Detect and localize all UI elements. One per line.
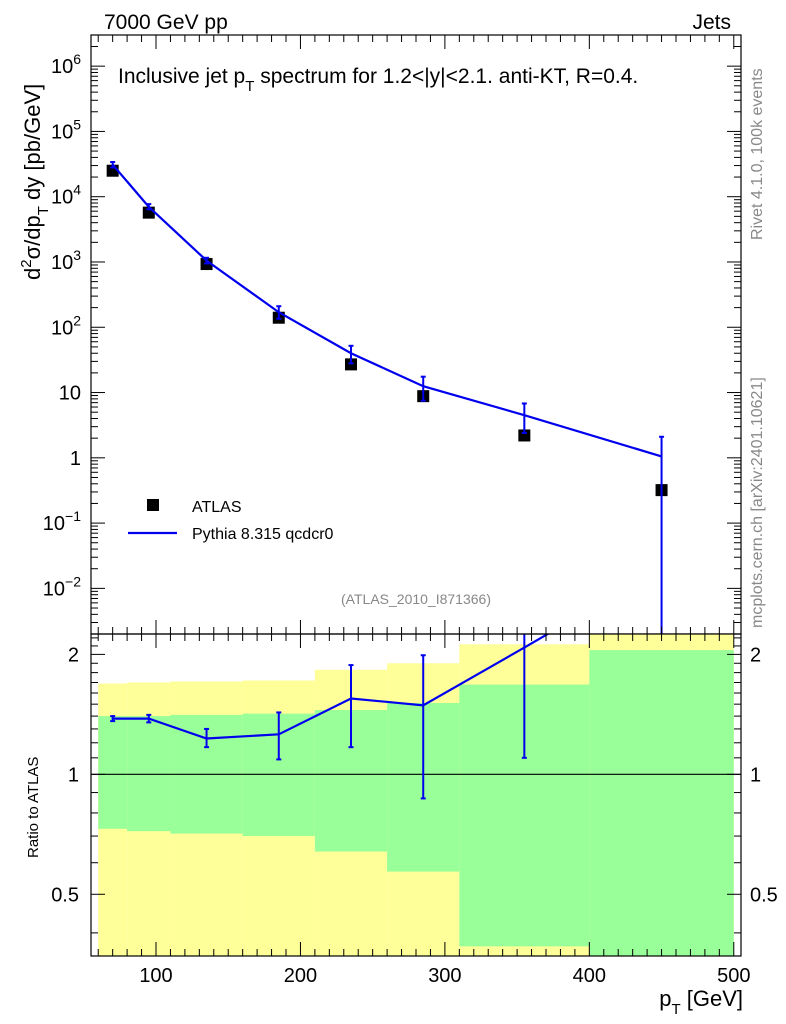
main-y-tick-label: 106 <box>51 51 81 78</box>
ratio-y-tick-label-left: 0.5 <box>51 884 79 906</box>
main-y-tick-label: 104 <box>51 182 81 209</box>
chart-title: Inclusive jet pT spectrum for 1.2<|y|<2.… <box>118 65 638 95</box>
ratio-y-tick-label-right: 0.5 <box>750 884 778 906</box>
ratio-axis-ticks <box>91 634 741 956</box>
analysis-id-label: (ATLAS_2010_I871366) <box>341 591 491 607</box>
ratio-y-tick-labels: 0.5 0.5 1 1 2 2 <box>51 644 778 906</box>
category-label: Jets <box>692 11 731 34</box>
legend: ATLAS Pythia 8.315 qcdcr0 <box>128 499 334 543</box>
ratio-y-tick-label-right: 2 <box>750 644 761 666</box>
main-y-tick-label: 10 <box>59 383 81 405</box>
y-axis-label: d2σ/dpT dy [pb/GeV] <box>18 84 52 280</box>
main-y-tick-label: 103 <box>51 247 81 274</box>
energy-label: 7000 GeV pp <box>104 11 228 34</box>
ratio-green-band <box>589 650 734 956</box>
pythia-series-line <box>111 163 662 458</box>
ratio-green-band <box>127 716 171 832</box>
x-tick-label: 300 <box>428 965 461 987</box>
x-tick-label: 100 <box>139 965 172 987</box>
main-y-tick-label: 10−1 <box>43 508 81 535</box>
main-y-tick-label: 102 <box>51 312 81 339</box>
ratio-y-axis-label: Ratio to ATLAS <box>25 757 42 858</box>
ratio-y-tick-label-left: 1 <box>68 764 79 786</box>
ratio-y-tick-label-left: 2 <box>68 644 79 666</box>
atlas-data-point <box>518 429 531 442</box>
legend-atlas-marker <box>147 499 159 511</box>
x-tick-label: 200 <box>284 965 317 987</box>
main-y-tick-label: 105 <box>51 116 81 143</box>
ratio-y-tick-label-right: 1 <box>750 764 761 786</box>
x-tick-label: 400 <box>573 965 606 987</box>
main-y-tick-label: 1 <box>70 448 81 470</box>
ratio-x-tick-labels: 100 200 300 400 500 <box>139 965 750 987</box>
main-axis-ticks <box>91 34 741 635</box>
ratio-panel: 0.5 0.5 1 1 2 2 100 200 300 400 500 Ratio to ATLA… <box>25 633 778 1018</box>
ratio-green-band <box>98 716 128 829</box>
x-tick-label: 500 <box>717 965 750 987</box>
legend-pythia-label: Pythia 8.315 qcdcr0 <box>192 526 334 543</box>
legend-atlas-label: ATLAS <box>192 499 242 516</box>
mcplots-label: mcplots.cern.ch [arXiv:2401.10621] <box>749 377 766 628</box>
rivet-version-label: Rivet 4.1.0, 100k events <box>749 68 766 240</box>
x-axis-label: pT [GeV] <box>659 986 743 1018</box>
ratio-series-line <box>112 634 550 740</box>
atlas-data-point <box>345 358 357 371</box>
main-y-tick-label: 10−2 <box>43 573 81 600</box>
ratio-plot-area <box>91 634 741 956</box>
main-frame <box>90 34 742 635</box>
main-plot-area <box>106 161 668 634</box>
